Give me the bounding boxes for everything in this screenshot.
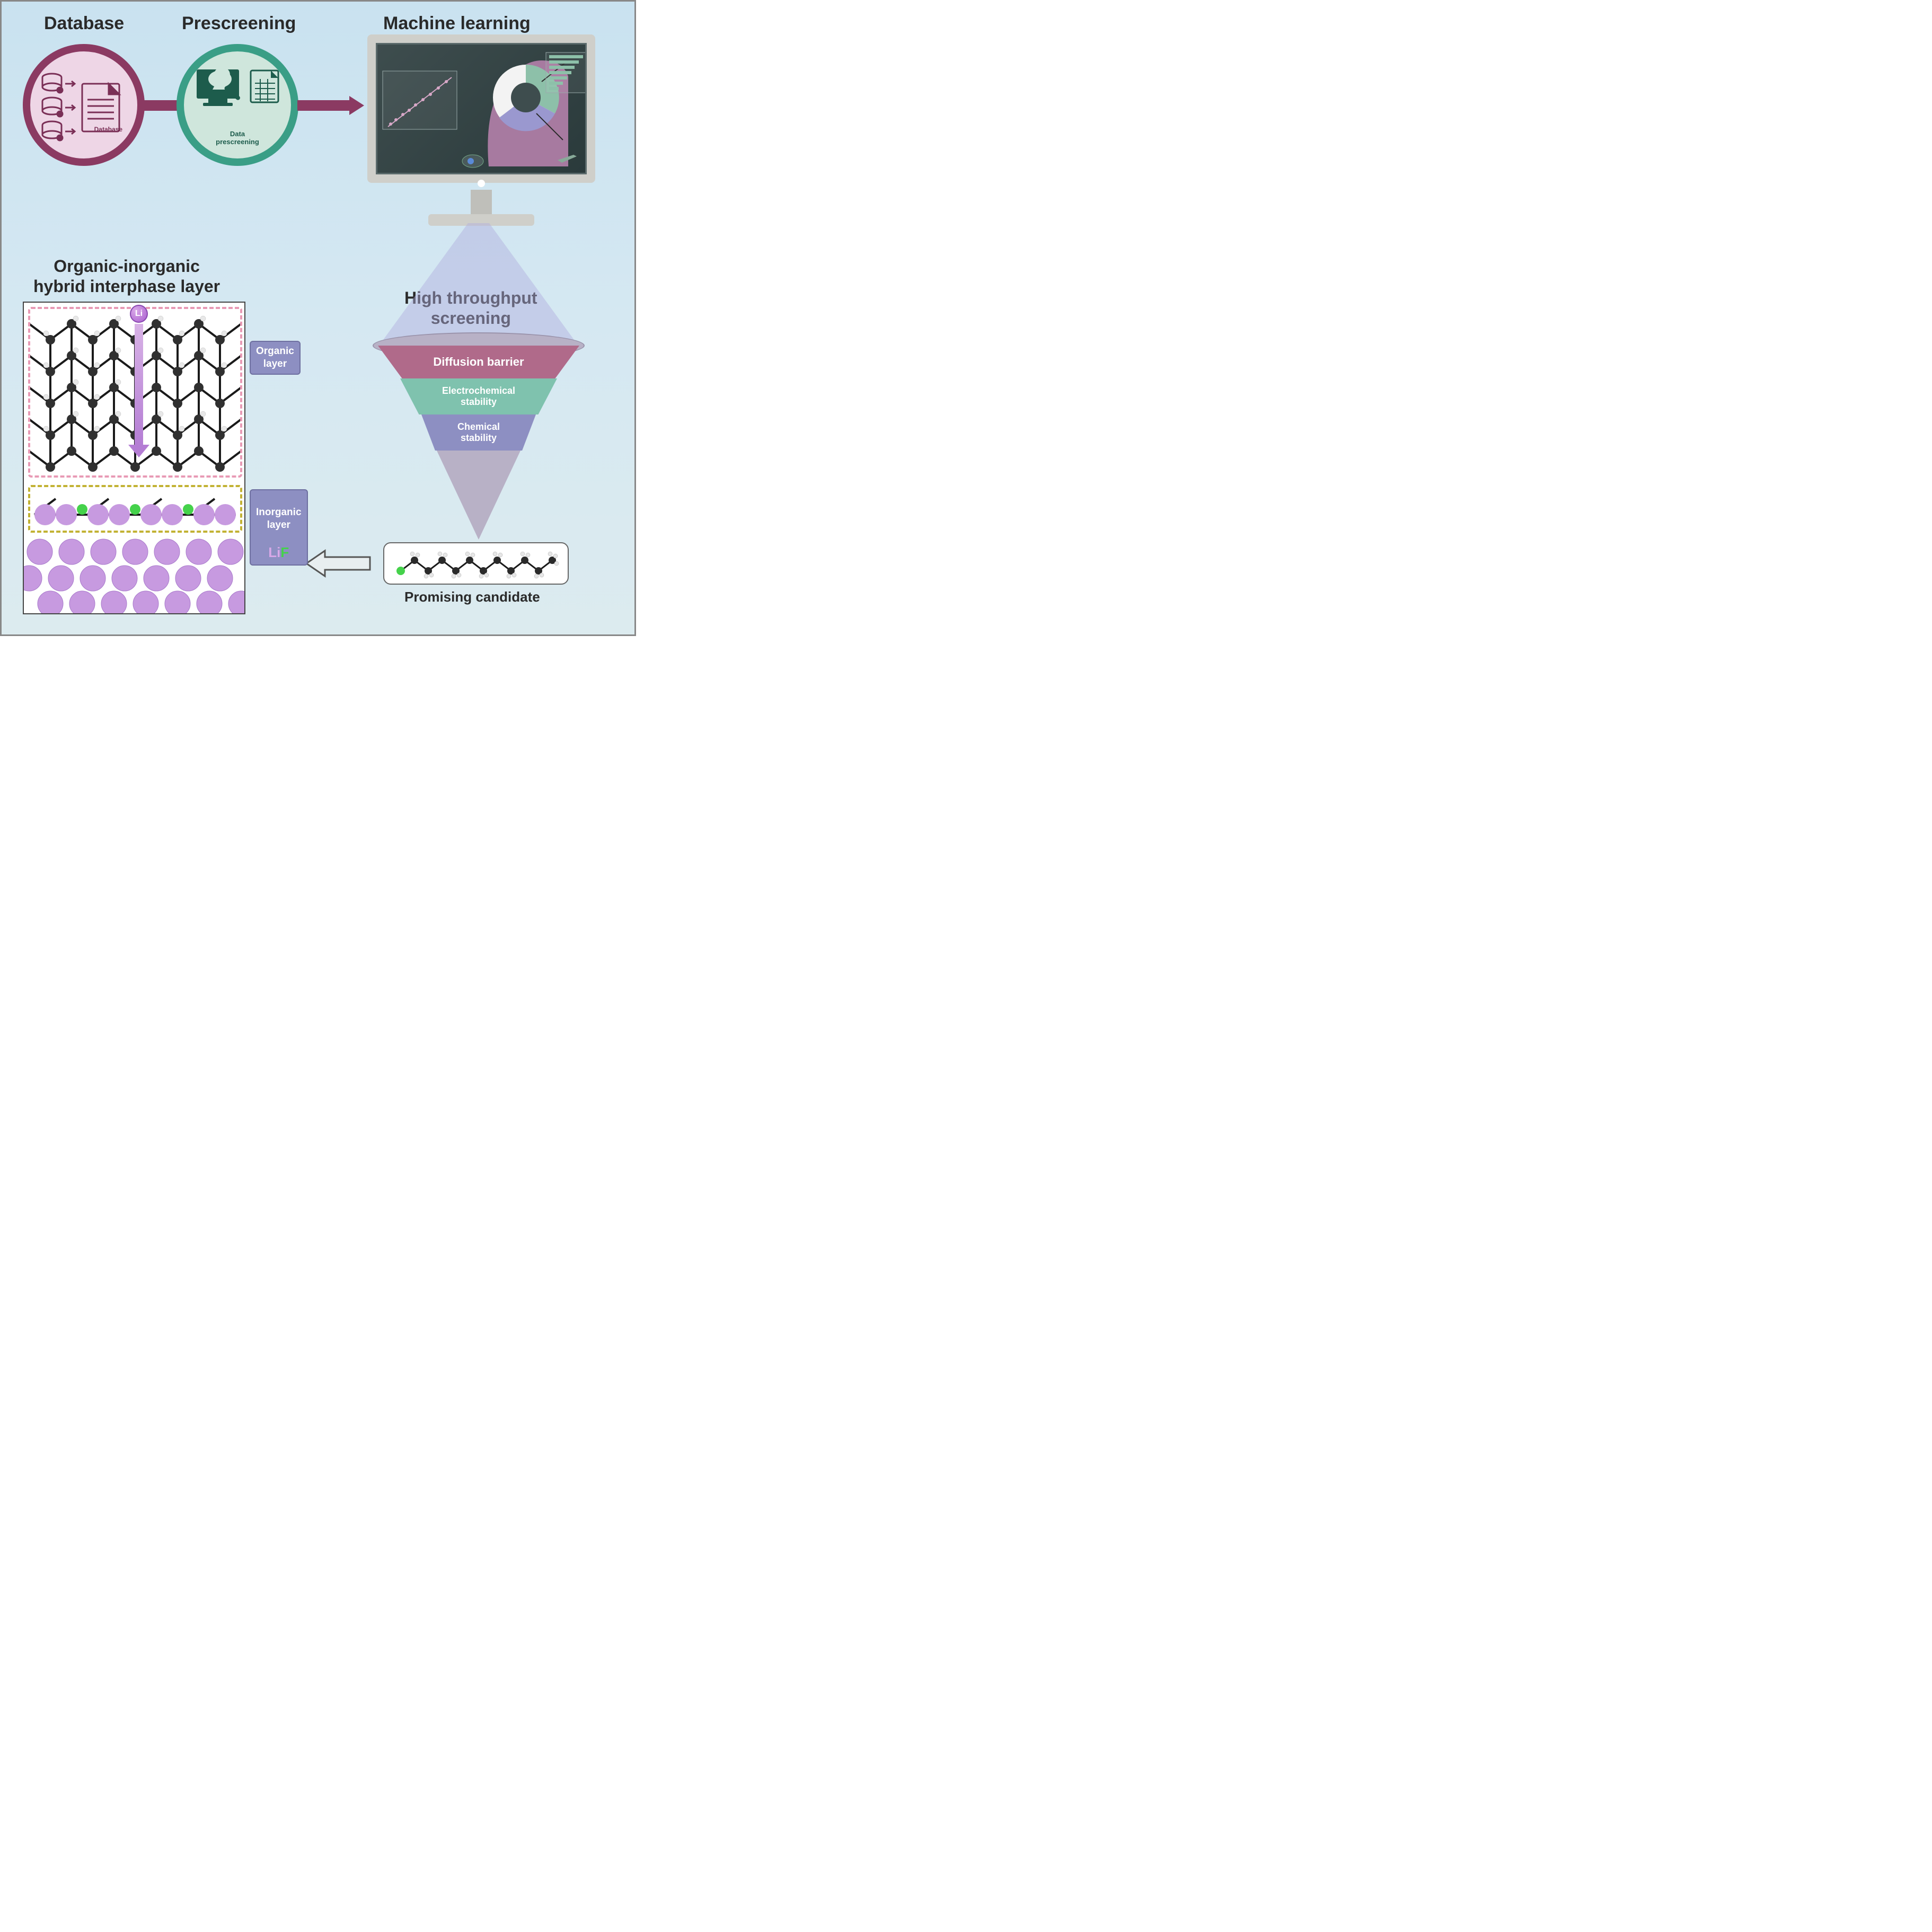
diagram-canvas: Database Prescreening Machine learning O… xyxy=(0,0,636,636)
heading-hybrid: Organic-inorganic hybrid interphase laye… xyxy=(33,256,220,297)
candidate-molecule xyxy=(391,548,561,579)
candidate-box xyxy=(383,542,569,585)
organic-layer-tag: Organic layer xyxy=(250,341,301,375)
funnel-band-chemical: Chemical stability xyxy=(421,414,536,451)
inorganic-dashed-box xyxy=(28,485,242,533)
monitor-neck xyxy=(471,190,492,216)
heading-database: Database xyxy=(44,13,124,34)
prescreening-icon xyxy=(192,64,283,128)
arrow-db-to-ps xyxy=(144,100,181,111)
database-node: Database xyxy=(23,44,145,166)
inorganic-layer-tag-text: Inorganic layer xyxy=(256,507,302,531)
arrow-ps-to-ml-head xyxy=(349,96,364,115)
heading-ml: Machine learning xyxy=(383,13,531,34)
heading-prescreening: Prescreening xyxy=(182,13,296,34)
monitor-screen xyxy=(376,43,587,174)
hybrid-panel: Li xyxy=(23,302,245,614)
projection-beam xyxy=(373,223,585,345)
funnel-band-electrochem: Electrochemical stability xyxy=(400,378,557,414)
ml-screen-art xyxy=(377,45,587,174)
prescreening-icon-label: Data prescreening xyxy=(216,130,259,146)
monitor-bezel xyxy=(367,34,595,183)
prescreening-node: Data prescreening xyxy=(177,44,298,166)
funnel-band-diffusion: Diffusion barrier xyxy=(378,346,579,378)
hts-funnel: Diffusion barrier Electrochemical stabil… xyxy=(373,332,585,540)
callout-arrow xyxy=(304,548,373,579)
lif-f: F xyxy=(280,544,289,560)
inorganic-layer-tag: Inorganic layer LiF xyxy=(250,489,308,566)
monitor-button-dot xyxy=(478,180,485,187)
lif-li: Li xyxy=(268,544,280,560)
ml-monitor xyxy=(367,34,595,226)
li-diffusion-arrow xyxy=(135,324,143,446)
funnel-tip xyxy=(436,449,521,540)
candidate-label: Promising candidate xyxy=(404,589,540,605)
database-icon-label: Database xyxy=(94,126,122,133)
li-ion-ball: Li xyxy=(130,305,148,323)
arrow-ps-to-ml-bar xyxy=(297,100,350,111)
